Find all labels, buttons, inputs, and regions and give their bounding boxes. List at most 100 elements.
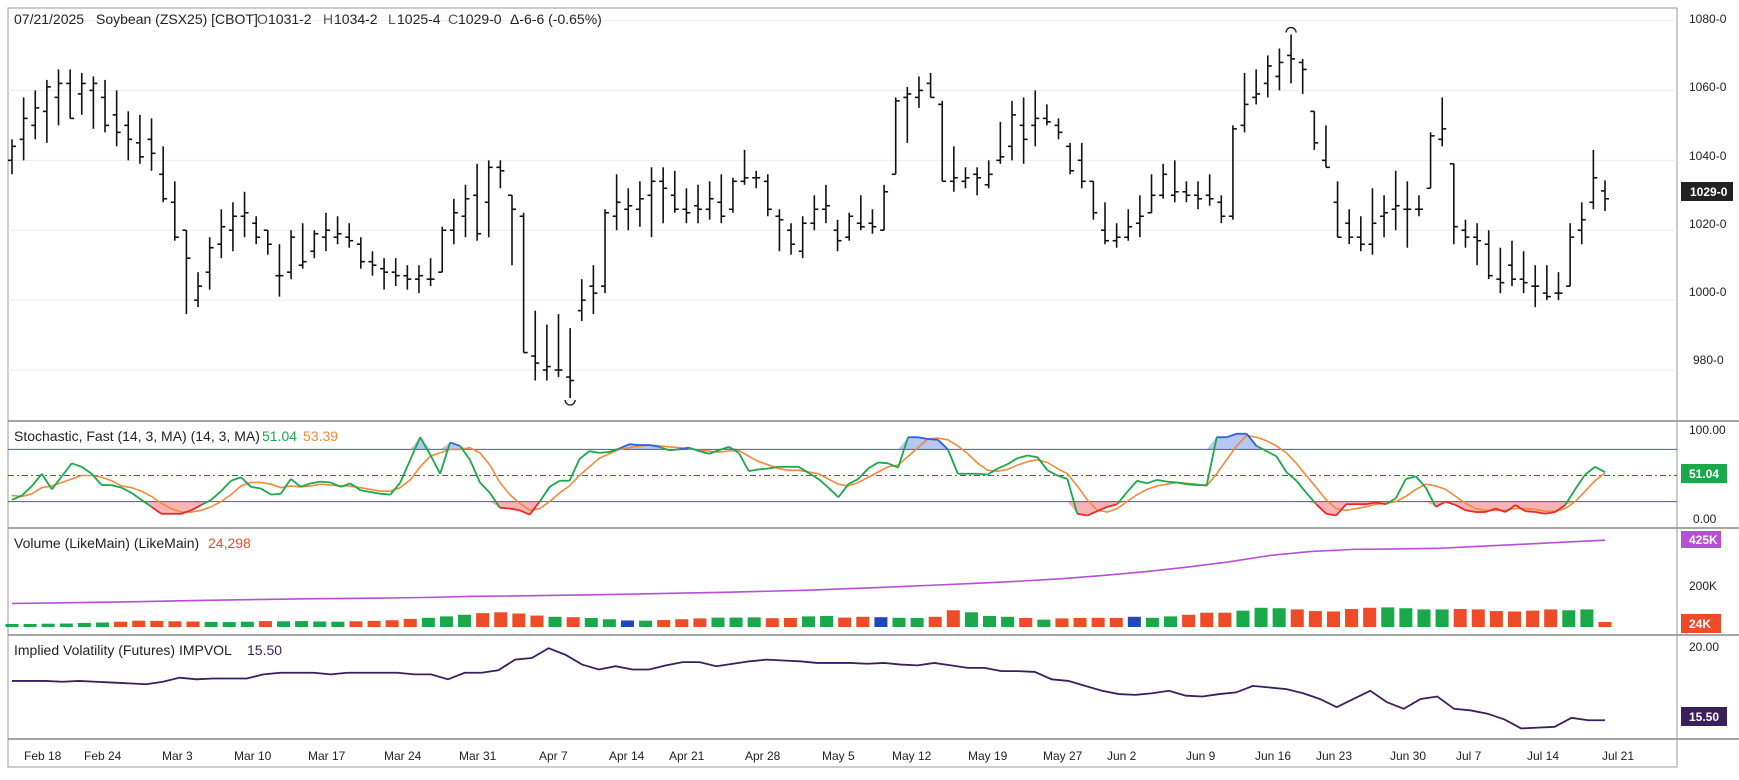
impvol-badge-bg [1681,707,1727,726]
stoch-k-segment [210,490,222,501]
stoch-k-value: 51.04 [262,428,297,444]
volume-bar [1073,618,1087,627]
price-panel[interactable] [8,19,1677,406]
volume-bar [1182,614,1196,627]
volume-bar [620,620,634,627]
x-label-mar10: Mar 10 [234,749,272,763]
volume-bar [204,621,218,627]
stoch-k-segment [1136,479,1148,485]
volume-bar [1580,609,1594,627]
x-label-mar3: Mar 3 [162,749,193,763]
stoch-k-segment [21,485,33,497]
volume-bar [1399,608,1413,627]
stoch-k-segment [230,476,242,482]
vol-badge-bg [1681,614,1721,633]
vol-badge: 24K [1689,617,1711,631]
stochastic-panel[interactable] [8,432,1677,517]
volume-bar [765,618,779,627]
stoch-k-segment [1226,432,1237,439]
volume-bar [747,617,761,627]
stoch-k-segment [499,506,510,510]
stoch-k-segment [300,482,311,488]
stoch-k-segment [1106,503,1118,508]
volume-bar [277,621,291,627]
stoch-k-segment [240,476,252,488]
x-label-apr14: Apr 14 [609,749,645,763]
volume-bar [783,618,797,627]
x-label-jun16: Jun 16 [1255,749,1291,763]
stoch-k-segment [758,467,769,471]
stoch-k-segment [1504,504,1516,513]
volume-bar [602,619,616,627]
stoch-k-segment [31,473,43,487]
x-label-mar24: Mar 24 [384,749,422,763]
stoch-oversold-fill [1306,501,1396,516]
stoch-k-segment [1584,466,1596,476]
volume-bar [1091,617,1105,627]
stoch-k-segment [1554,504,1566,513]
volume-bar [168,621,182,627]
stoch-k-segment [698,450,710,455]
volume-bar [439,616,453,627]
volume-bar [801,616,816,627]
stoch-k-segment [1027,454,1038,459]
stoch-k-segment [469,459,481,483]
impvol-tick-20: 20.00 [1689,640,1719,654]
stoch-k-segment [728,446,740,454]
volume-bar [458,614,472,627]
stoch-k-segment [1275,455,1288,473]
stoch-k-segment [1295,480,1308,494]
volume-bar [476,613,490,627]
volume-bar [95,622,110,627]
impvol-panel[interactable] [12,647,1605,730]
stoch-k-segment [1445,500,1456,506]
stoch-k-segment [977,472,988,476]
stoch-k-segment [718,445,730,452]
stoch-k-segment [1166,480,1177,484]
stoch-k-segment [419,436,431,456]
x-label-apr21: Apr 21 [669,749,705,763]
price-tick-1080: 1080-0 [1689,12,1727,26]
volume-bar [874,617,888,627]
stoch-k-segment [399,459,412,483]
volume-bar [41,623,55,627]
volume-panel[interactable] [5,539,1612,627]
volume-bar [729,617,743,627]
x-label-jun23: Jun 23 [1316,749,1352,763]
volume-title: Volume (LikeMain) (LikeMain) [14,535,199,551]
volume-bar [494,612,508,627]
stoch-k-segment [280,478,292,495]
stoch-k-segment [111,484,122,489]
stoch-k-segment [11,494,23,501]
stoch-d-value: 53.39 [303,428,338,444]
volume-bar [1598,622,1612,627]
volume-bar [566,617,580,627]
stoch-k-segment [1465,509,1476,513]
stoch-k-segment [1574,474,1586,490]
stoch-k-segment [389,481,401,496]
header-high-label: H [323,11,333,27]
volume-bar [946,610,960,627]
stoch-k-segment [349,482,361,492]
volume-bar [295,621,309,627]
header-low-label: L [388,11,396,27]
stoch-k-segment [748,468,759,473]
stoch-k-segment [81,466,93,475]
stoch-k-segment [609,447,620,453]
volume-bar [5,623,19,627]
x-label-may19: May 19 [968,749,1008,763]
x-label-jun9: Jun 9 [1186,749,1216,763]
volume-bar [1254,607,1268,627]
volume-bar [1037,619,1051,627]
volume-bar [1145,617,1159,627]
stoch-k-segment [917,436,929,440]
volume-bar [1236,610,1250,627]
swing-low-marker [564,399,576,406]
stoch-k-segment [1176,481,1187,486]
volume-bar [1453,609,1467,627]
header-symbol: Soybean (ZSX25) [CBOT] [96,11,258,27]
volume-bar [150,620,164,627]
stoch-k-segment [618,443,630,450]
stoch-k-segment [817,478,830,489]
